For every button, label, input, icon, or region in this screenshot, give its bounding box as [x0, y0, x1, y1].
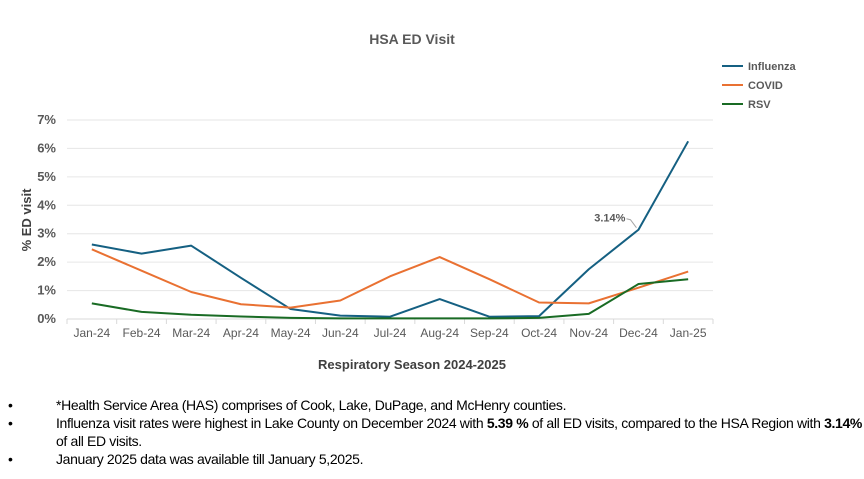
y-tick-label: 1%: [37, 283, 56, 298]
annotations: 3.14%: [594, 213, 637, 229]
x-tick-label: Jan-24: [73, 326, 110, 340]
data-label: 3.14%: [594, 213, 625, 225]
y-tick-label: 4%: [37, 197, 56, 212]
x-axis-ticks: Jan-24 Feb-24 Mar-24 Apr-24 May-24 Jun-24 Jul-…: [73, 326, 706, 340]
legend-entry: Influenza: [748, 61, 797, 73]
y-tick-label: 2%: [37, 254, 56, 269]
note-highlight: 5.39 %: [486, 415, 529, 431]
x-tick-label: Apr-24: [223, 326, 259, 340]
note-item: Influenza visit rates were highest in La…: [8, 414, 864, 450]
line-chart: HSA ED Visit 0% 1% 2% 3% 4% 5% 6% 7% Jan-24 Feb-…: [19, 31, 797, 372]
y-tick-label: 3%: [37, 226, 56, 241]
x-tick-label: Jan-25: [670, 326, 707, 340]
x-tick-label: Dec-24: [619, 326, 658, 340]
note-text: *Health Service Area (HAS) comprises of …: [56, 397, 567, 413]
y-tick-label: 5%: [37, 169, 56, 184]
x-tick-label: Oct-24: [521, 326, 557, 340]
x-tick-label: Feb-24: [123, 326, 161, 340]
y-tick-label: 6%: [37, 140, 56, 155]
note-text: of all ED visits, compared to the HSA Re…: [528, 415, 825, 431]
series-lines: [91, 140, 690, 320]
note-text: January 2025 data was available till Jan…: [56, 451, 364, 467]
series-line-rsv: [91, 278, 689, 320]
x-tick-label: Nov-24: [569, 326, 608, 340]
x-axis-label: Respiratory Season 2024-2025: [318, 357, 506, 372]
x-tick-label: Mar-24: [172, 326, 210, 340]
note-text: Influenza visit rates were highest in La…: [56, 415, 487, 431]
gridlines: [66, 119, 714, 324]
x-tick-label: May-24: [271, 326, 311, 340]
legend-entry: COVID: [748, 80, 783, 92]
chart-title: HSA ED Visit: [369, 31, 455, 47]
y-axis-label: % ED visit: [19, 188, 34, 252]
note-item: *Health Service Area (HAS) comprises of …: [8, 396, 864, 414]
note-text: of all ED visits.: [56, 433, 142, 449]
legend: Influenza COVID RSV: [722, 61, 797, 111]
note-highlight: 3.14%: [824, 415, 863, 431]
y-tick-label: 7%: [37, 112, 56, 127]
x-tick-label: Jun-24: [322, 326, 359, 340]
x-tick-label: Sep-24: [470, 326, 509, 340]
notes: *Health Service Area (HAS) comprises of …: [0, 396, 864, 468]
y-tick-label: 0%: [37, 311, 56, 326]
y-axis-ticks: 0% 1% 2% 3% 4% 5% 6% 7%: [37, 112, 56, 326]
note-item: January 2025 data was available till Jan…: [8, 450, 864, 468]
x-tick-label: Aug-24: [420, 326, 459, 340]
legend-entry: RSV: [748, 99, 771, 111]
series-line-covid: [91, 248, 689, 309]
x-tick-label: Jul-24: [374, 326, 407, 340]
annotation-leader: [626, 218, 637, 229]
